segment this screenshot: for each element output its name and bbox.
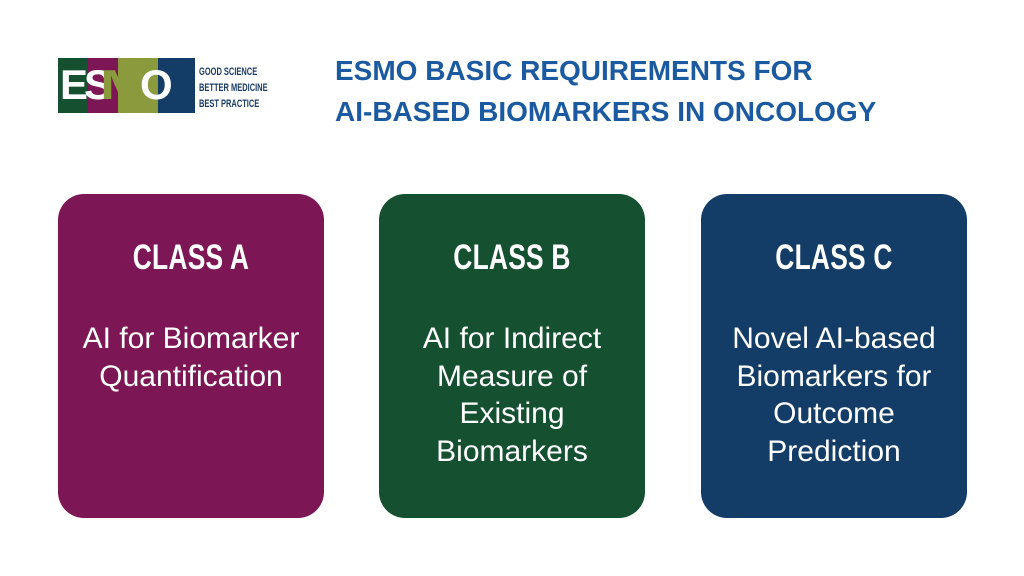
- svg-text:O: O: [140, 61, 173, 108]
